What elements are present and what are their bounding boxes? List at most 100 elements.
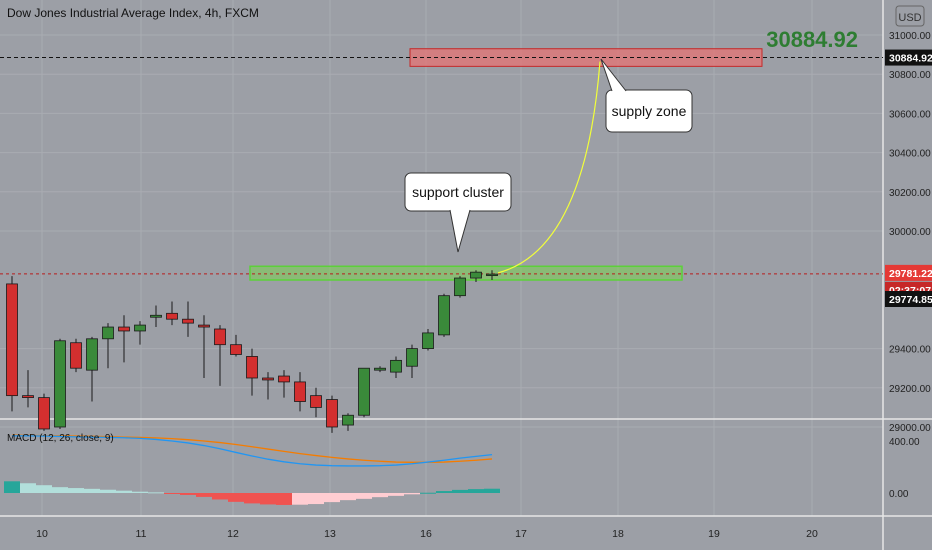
macd-signal-line: [11, 434, 493, 463]
macd-histogram-bar: [164, 493, 180, 494]
candle-body: [22, 395, 34, 399]
currency-button-label: USD: [898, 12, 921, 24]
crosshair-price-tag: 29774.85: [885, 291, 932, 307]
price-axis-tick-label: 29000.00: [889, 423, 931, 434]
macd-histogram-bar: [436, 491, 452, 493]
candle-body: [182, 318, 194, 324]
macd-histogram-bar: [148, 492, 164, 494]
candle-body: [166, 312, 178, 320]
big-price-label: 30884.92: [766, 27, 858, 52]
crosshair-price-tag-text: 29774.85: [889, 294, 932, 306]
currency-button[interactable]: USD: [895, 5, 925, 27]
candle-body: [278, 375, 290, 383]
time-axis-tick-label: 17: [515, 528, 527, 540]
axis-layer: 31000.00 30800.00 30600.00 30400.00 30200.00…: [36, 31, 932, 540]
crosshair-price-tag-bg: [885, 291, 932, 307]
candle-body: [358, 367, 370, 416]
zones-layer: [0, 48, 883, 281]
time-axis-tick-label: 18: [612, 528, 624, 540]
macd-histogram-bar: [244, 493, 260, 504]
time-axis-tick-label: 16: [420, 528, 432, 540]
support-cluster-callout[interactable]: support cluster: [404, 172, 512, 253]
supply-zone-callout-label: supply zone: [612, 103, 687, 119]
candles-layer: [6, 270, 498, 433]
candle-body: [326, 399, 338, 428]
macd-histogram-bar: [420, 492, 436, 494]
candle-body: [294, 381, 306, 402]
macd-histogram-bar: [276, 493, 292, 505]
price-axis-tick-label: 29400.00: [889, 345, 931, 356]
candle-body: [102, 326, 114, 340]
macd-histogram-bar: [404, 493, 420, 495]
candle-body: [86, 338, 98, 371]
projection-curve: [497, 61, 601, 274]
chart-title: Dow Jones Industrial Average Index, 4h, …: [7, 6, 259, 20]
candle-body: [438, 295, 450, 336]
macd-histogram-bar: [132, 491, 148, 493]
macd-histogram-bar: [308, 493, 324, 505]
candle-body: [390, 359, 402, 373]
macd-histogram-bar: [452, 489, 468, 493]
candle-body: [150, 314, 162, 318]
candle-body: [406, 348, 418, 367]
macd-indicator-label[interactable]: MACD (12, 26, close, 9): [7, 433, 114, 444]
macd-histogram-bar: [20, 483, 36, 493]
candle-body: [470, 271, 482, 279]
candle-body: [342, 414, 354, 426]
supply-zone-callout[interactable]: supply zone: [600, 58, 693, 133]
supply-zone-callout-pointer: [600, 58, 627, 92]
candle-body: [230, 344, 242, 355]
macd-histogram-bar: [68, 488, 84, 493]
target-price-tag-bg: [885, 49, 932, 66]
candle-body: [262, 377, 274, 381]
macd-histogram-bar: [324, 493, 340, 503]
support-cluster-callout-pointer: [449, 209, 471, 253]
time-axis-tick-label: 13: [324, 528, 336, 540]
macd-histogram-bar: [212, 493, 228, 500]
macd-histogram-bar: [468, 489, 484, 493]
current-price-tag-text: 29781.22: [889, 268, 932, 280]
macd-histogram-bar: [260, 493, 276, 505]
candle-body: [38, 397, 50, 430]
candle-body: [134, 324, 146, 332]
price-axis-tick-label: 30800.00: [889, 70, 931, 81]
macd-histogram-bar: [196, 493, 212, 497]
macd-histogram-bar: [180, 493, 196, 495]
candle-body: [214, 328, 226, 346]
macd-histogram-bar: [388, 493, 404, 496]
annotations-layer: support cluster supply zone: [404, 58, 693, 274]
current-price-tag: 29781.22: [885, 264, 932, 281]
price-axis-tick-label: 30600.00: [889, 109, 931, 120]
time-axis-tick-label: 20: [806, 528, 818, 540]
macd-axis-tick-label: 0.00: [889, 489, 909, 500]
macd-histogram-bar: [228, 493, 244, 502]
supply-zone-callout-box: [605, 89, 693, 133]
price-axis-tick-label: 30400.00: [889, 149, 931, 160]
macd-histogram-bar: [36, 485, 52, 493]
macd-histogram-bar: [4, 481, 20, 493]
support-cluster-callout-label: support cluster: [412, 184, 504, 200]
macd-axis-tick-label: 400.00: [889, 437, 920, 448]
macd-histogram-bar: [292, 493, 308, 505]
support-zone-box[interactable]: [249, 265, 683, 281]
candle-body: [374, 367, 386, 371]
macd-histogram-bar: [372, 493, 388, 498]
candle-body: [6, 283, 18, 397]
candle-body: [246, 356, 258, 379]
macd-histogram-bar: [116, 490, 132, 493]
macd-line: [12, 435, 493, 467]
time-axis-tick-label: 10: [36, 528, 48, 540]
macd-histogram-bar: [340, 493, 356, 501]
candle-body: [54, 340, 66, 428]
target-price-tag: 30884.92: [885, 49, 932, 66]
time-axis-tick-label: 19: [708, 528, 720, 540]
current-price-tag-bg: [885, 264, 932, 281]
time-axis-tick-label: 12: [227, 528, 239, 540]
price-axis-tick-label: 31000.00: [889, 31, 931, 42]
candle-body: [454, 277, 466, 297]
price-axis-tick-label: 30200.00: [889, 188, 931, 199]
candle-body: [422, 332, 434, 350]
macd-histogram-bar: [52, 487, 68, 493]
